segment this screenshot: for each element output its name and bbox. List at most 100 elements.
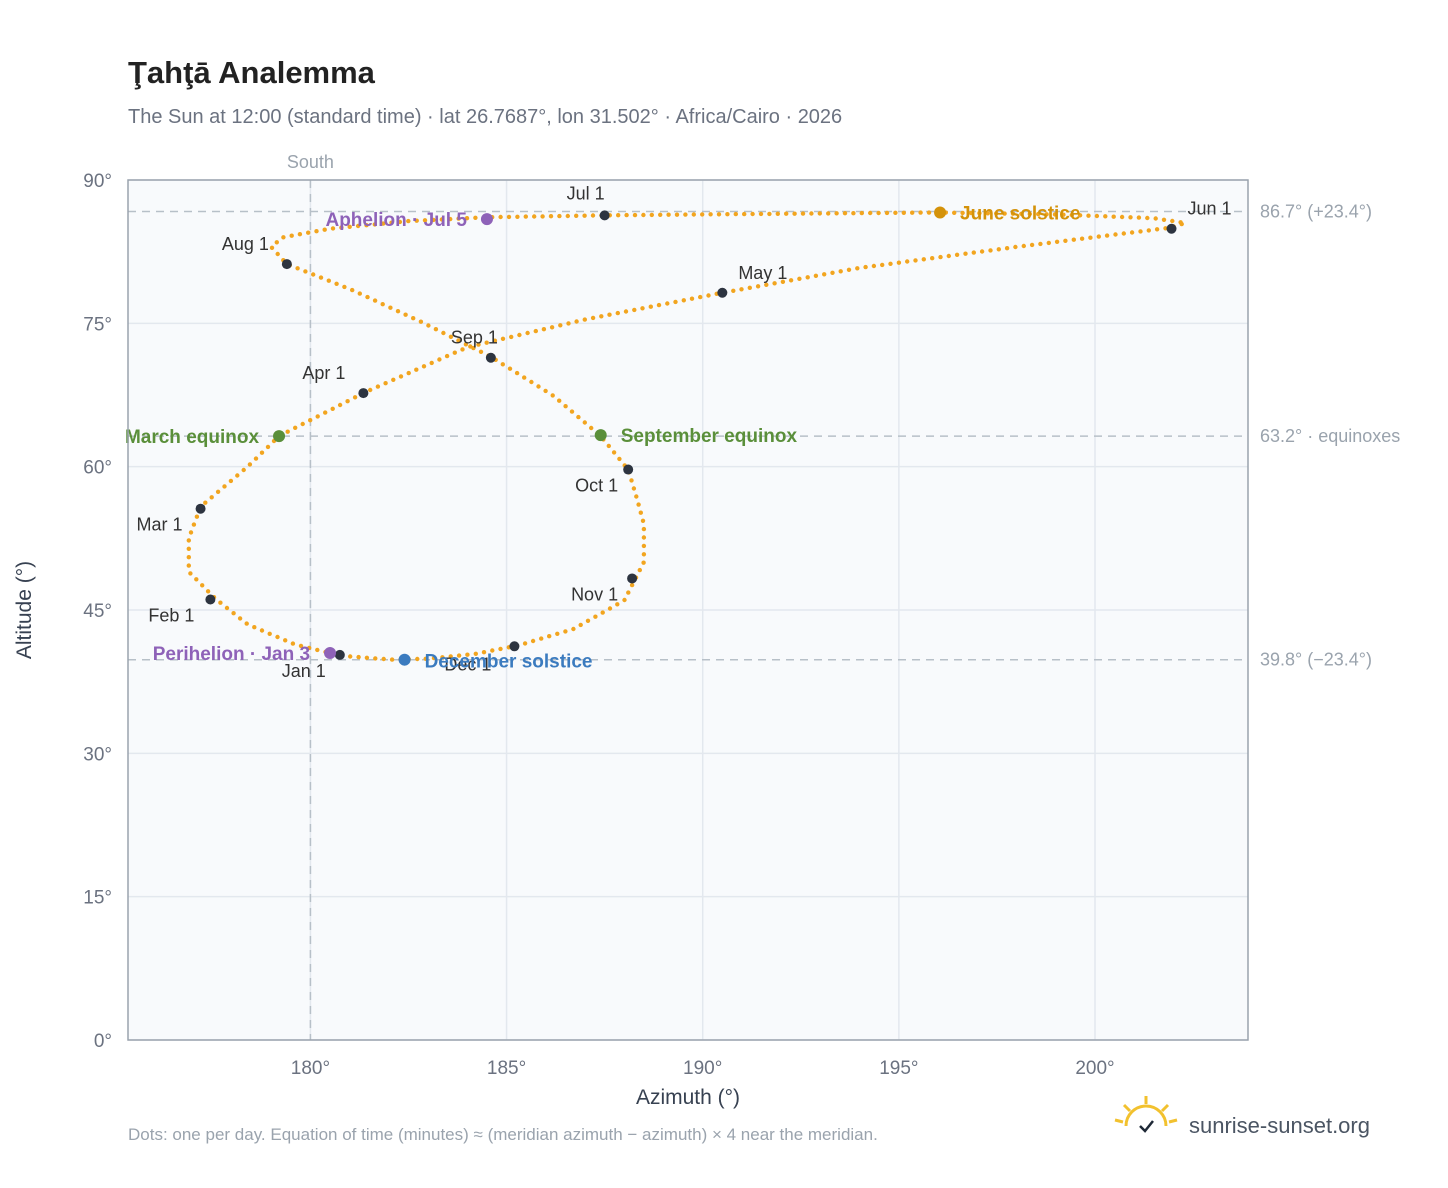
daily-dot <box>318 275 324 280</box>
daily-dot <box>1088 235 1093 240</box>
daily-dot <box>364 655 370 660</box>
daily-dot <box>188 530 194 535</box>
daily-dot <box>615 602 620 607</box>
daily-dot <box>700 212 705 217</box>
daily-dot <box>1019 211 1024 216</box>
daily-dot <box>547 634 552 639</box>
daily-dot <box>500 336 506 341</box>
daily-dot <box>290 641 296 646</box>
daily-dot <box>555 631 560 636</box>
daily-dot <box>484 340 489 345</box>
daily-dot <box>414 218 419 223</box>
daily-dot <box>186 563 191 568</box>
daily-dot <box>418 319 424 324</box>
page-subtitle: The Sun at 12:00 (standard time) · lat 2… <box>128 106 842 128</box>
daily-dot <box>490 648 495 653</box>
daily-dot <box>615 310 620 316</box>
daily-dot <box>641 543 647 549</box>
daily-dot <box>689 296 695 301</box>
daily-dot <box>426 323 431 328</box>
daily-dot <box>464 216 470 221</box>
month-label: Aug 1 <box>222 234 269 254</box>
event-marker <box>594 429 607 442</box>
daily-dot <box>641 552 647 557</box>
month-marker <box>623 464 634 475</box>
daily-dot <box>1054 239 1060 244</box>
reference-line-label: 63.2° · equinoxes <box>1260 426 1400 446</box>
x-tick-label: 180° <box>291 1058 330 1079</box>
y-tick-label: 45° <box>83 601 112 622</box>
daily-dot <box>437 357 442 362</box>
daily-dot <box>395 309 401 314</box>
daily-dot <box>884 210 890 216</box>
daily-dot <box>326 278 331 283</box>
y-tick-label: 90° <box>83 171 112 192</box>
daily-dot <box>541 327 547 332</box>
daily-dot <box>298 643 304 649</box>
daily-dot <box>463 342 469 347</box>
daily-dot <box>582 420 587 425</box>
daily-dot <box>444 353 450 359</box>
event-marker <box>398 653 411 666</box>
daily-dot <box>381 656 386 662</box>
month-label: May 1 <box>738 263 787 283</box>
daily-dot <box>372 298 378 303</box>
x-tick-label: 195° <box>879 1058 918 1079</box>
x-tick-label: 185° <box>487 1058 526 1079</box>
daily-dot <box>589 425 594 431</box>
daily-dot <box>638 510 643 515</box>
daily-dot <box>640 306 645 311</box>
daily-dot <box>550 393 555 398</box>
daily-dot <box>629 478 634 483</box>
daily-dot <box>205 589 211 594</box>
daily-dot <box>252 625 257 630</box>
month-marker <box>281 259 292 270</box>
daily-dot <box>231 611 236 616</box>
daily-dot <box>539 636 544 641</box>
month-label: Mar 1 <box>137 515 183 535</box>
meridian-label: South <box>287 152 334 172</box>
event-label: September equinox <box>621 426 798 447</box>
daily-dot <box>364 223 369 228</box>
daily-dot <box>323 410 328 415</box>
reference-line-label: 39.8° (−23.4°) <box>1260 650 1372 670</box>
daily-dot <box>658 212 663 217</box>
daily-dot <box>532 214 537 219</box>
daily-dot <box>1113 232 1118 237</box>
y-tick-label: 60° <box>83 458 112 479</box>
daily-dot <box>813 273 819 278</box>
daily-dot <box>918 210 923 215</box>
daily-dot <box>509 334 514 340</box>
daily-dot <box>515 214 520 219</box>
daily-dot <box>611 450 617 455</box>
daily-dot <box>492 338 498 343</box>
month-marker <box>358 388 369 399</box>
daily-dot <box>498 214 503 220</box>
daily-dot <box>626 590 631 595</box>
axis-ticks: 180° 185° 190° 195° 200° 0° 15° 30° 45° 60° 75° 90° <box>83 171 1114 1079</box>
x-tick-label: 190° <box>683 1058 722 1079</box>
daily-dot <box>514 370 520 376</box>
daily-dot <box>421 364 427 369</box>
daily-dot <box>1044 212 1049 217</box>
daily-dot <box>634 494 639 499</box>
daily-dot <box>422 218 428 223</box>
daily-dot <box>315 414 320 419</box>
daily-dot <box>582 213 587 218</box>
daily-dot <box>593 614 598 619</box>
daily-dot <box>283 638 288 643</box>
daily-dot <box>855 266 860 271</box>
daily-dot <box>209 495 214 500</box>
daily-dot <box>636 502 641 507</box>
month-label: Jun 1 <box>1188 199 1232 219</box>
reference-lines: South 86.7° (+23.4°) 63.2° · equinoxes 39.8… <box>128 152 1400 1040</box>
daily-dot <box>637 567 642 573</box>
daily-dot <box>977 211 982 216</box>
daily-dot <box>880 262 885 268</box>
daily-dot <box>224 605 230 611</box>
daily-dot <box>968 210 974 216</box>
daily-dot <box>590 315 596 321</box>
daily-dot <box>281 235 286 240</box>
daily-dot <box>733 211 738 217</box>
daily-dot <box>448 654 453 659</box>
